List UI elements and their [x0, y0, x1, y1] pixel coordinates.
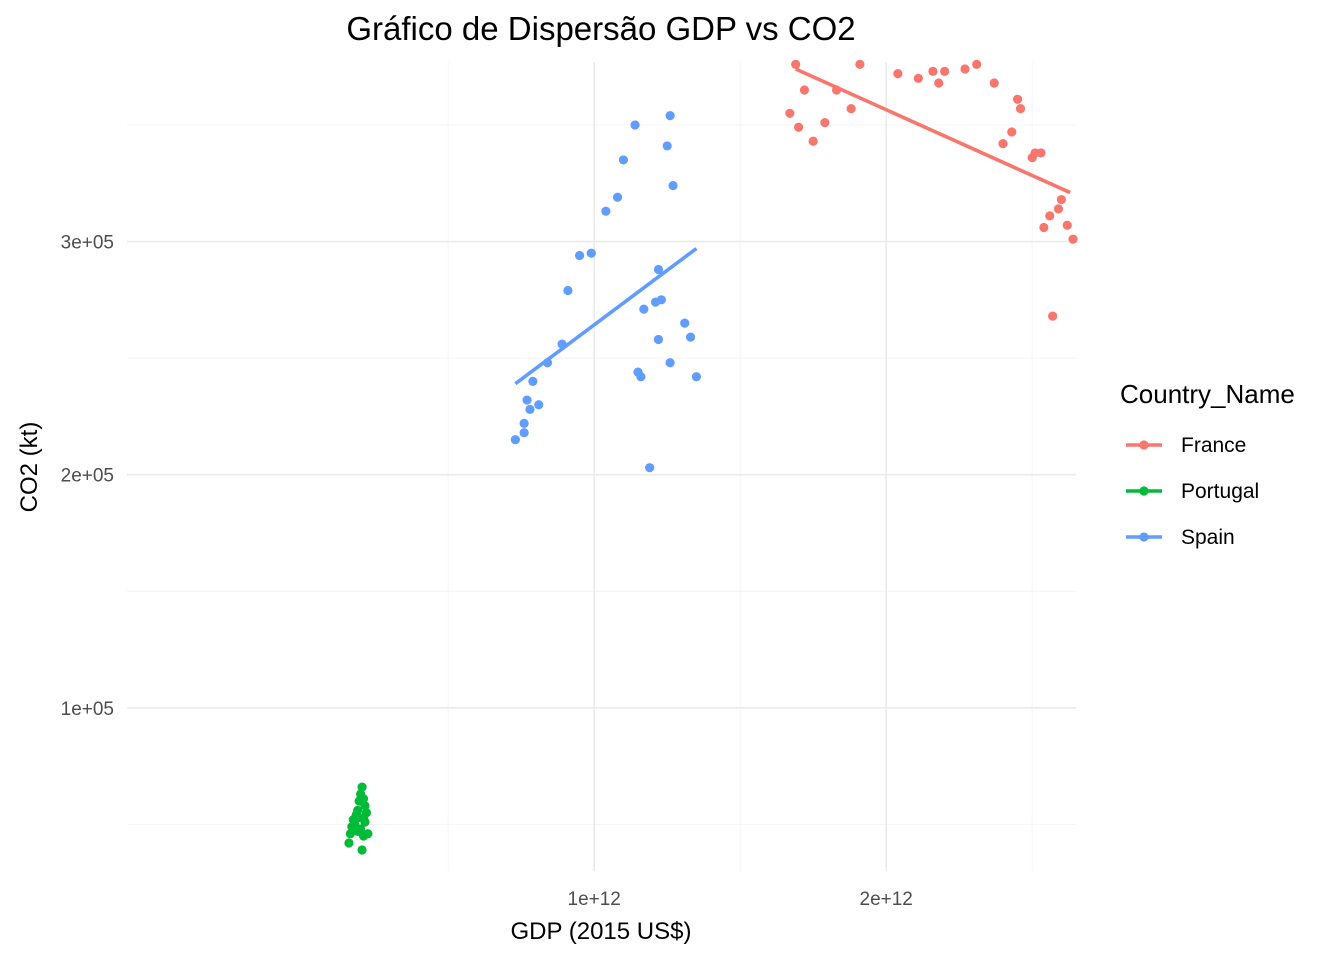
data-point-spain — [525, 404, 535, 414]
data-point-spain — [601, 206, 611, 216]
legend-key-point — [1139, 532, 1149, 542]
data-point-portugal — [357, 845, 367, 855]
data-point-portugal — [360, 801, 370, 811]
data-point-portugal — [345, 829, 355, 839]
data-point-france — [940, 66, 950, 76]
data-point-spain — [528, 376, 538, 387]
data-point-france — [972, 59, 982, 69]
legend-item-france: France — [1126, 434, 1246, 457]
data-point-france — [1062, 220, 1072, 230]
data-point-spain — [691, 372, 702, 382]
data-point-france — [893, 69, 903, 79]
legend-key-point — [1139, 486, 1149, 496]
data-point-france — [846, 104, 856, 114]
data-point-spain — [653, 334, 664, 345]
legend: Country_Name France Portugal Spain — [1120, 379, 1295, 549]
data-point-france — [928, 66, 938, 76]
data-point-spain — [662, 141, 672, 151]
data-points — [344, 59, 1078, 855]
data-point-spain — [586, 248, 596, 258]
data-point-portugal — [363, 829, 373, 839]
data-point-spain — [639, 304, 649, 314]
data-point-spain — [668, 180, 678, 191]
legend-title: Country_Name — [1120, 379, 1295, 409]
data-point-france — [1048, 311, 1058, 321]
data-point-france — [794, 122, 804, 132]
data-point-france — [989, 78, 999, 88]
y-tick-label: 1e+05 — [61, 699, 114, 720]
legend-item-spain: Spain — [1126, 526, 1235, 549]
data-point-spain — [685, 332, 696, 342]
data-point-spain — [656, 295, 666, 305]
data-point-spain — [665, 111, 675, 121]
x-tick-label: 1e+12 — [568, 889, 621, 910]
data-point-france — [998, 138, 1008, 149]
series-portugal-points — [344, 782, 373, 855]
data-point-spain — [542, 358, 553, 368]
legend-key-point — [1139, 440, 1149, 450]
data-point-spain — [522, 395, 532, 405]
data-point-france — [1053, 204, 1064, 214]
data-point-france — [1056, 194, 1066, 205]
x-axis-title: GDP (2015 US$) — [511, 918, 692, 945]
data-point-france — [820, 118, 830, 128]
data-point-france — [855, 59, 865, 69]
data-point-france — [1039, 222, 1049, 233]
data-point-spain — [665, 358, 675, 368]
legend-label: Spain — [1181, 526, 1235, 549]
legend-item-portugal: Portugal — [1126, 480, 1259, 503]
data-point-france — [1015, 104, 1026, 114]
data-point-france — [1036, 148, 1046, 158]
data-point-france — [913, 73, 923, 83]
data-point-portugal — [353, 826, 363, 836]
data-point-france — [1068, 234, 1078, 244]
data-point-spain — [519, 418, 529, 428]
y-tick-label: 2e+05 — [61, 466, 114, 487]
data-point-spain — [636, 372, 646, 382]
data-point-portugal — [357, 782, 367, 792]
data-point-france — [1007, 127, 1017, 137]
data-point-france — [934, 78, 944, 88]
data-point-portugal — [361, 808, 372, 818]
data-point-france — [960, 64, 970, 74]
trend-line-france — [794, 67, 1071, 195]
grid-lines — [127, 62, 1076, 871]
legend-label: France — [1181, 434, 1246, 457]
data-point-spain — [612, 192, 623, 202]
data-point-france — [808, 136, 818, 146]
data-point-france — [831, 85, 842, 95]
data-point-spain — [557, 339, 567, 349]
data-point-spain — [563, 285, 573, 296]
axis-tick-labels: 1e+12 2e+12 1e+05 2e+05 3e+05 — [61, 233, 913, 910]
data-point-spain — [510, 435, 520, 445]
x-tick-label: 2e+12 — [860, 889, 913, 910]
chart-title: Gráfico de Dispersão GDP vs CO2 — [346, 10, 855, 47]
data-point-spain — [575, 250, 585, 261]
data-point-france — [791, 59, 801, 69]
legend-items: France Portugal Spain — [1126, 434, 1259, 549]
data-point-spain — [534, 400, 544, 410]
data-point-france — [1013, 94, 1023, 104]
y-tick-label: 3e+05 — [61, 233, 114, 254]
series-france-points — [785, 59, 1078, 321]
data-point-spain — [653, 264, 664, 275]
data-point-portugal — [344, 838, 354, 848]
data-point-france — [1045, 211, 1055, 221]
data-point-france — [799, 85, 810, 95]
data-point-spain — [680, 318, 690, 328]
data-point-spain — [519, 428, 529, 438]
legend-label: Portugal — [1181, 480, 1259, 503]
data-point-spain — [630, 120, 640, 130]
data-point-france — [785, 108, 795, 118]
series-spain-points — [510, 111, 702, 473]
data-point-portugal — [353, 805, 363, 815]
data-point-portugal — [358, 794, 369, 804]
data-point-portugal — [360, 817, 370, 827]
data-point-spain — [618, 155, 629, 165]
y-axis-title: CO2 (kt) — [16, 422, 43, 513]
data-point-spain — [645, 463, 655, 473]
